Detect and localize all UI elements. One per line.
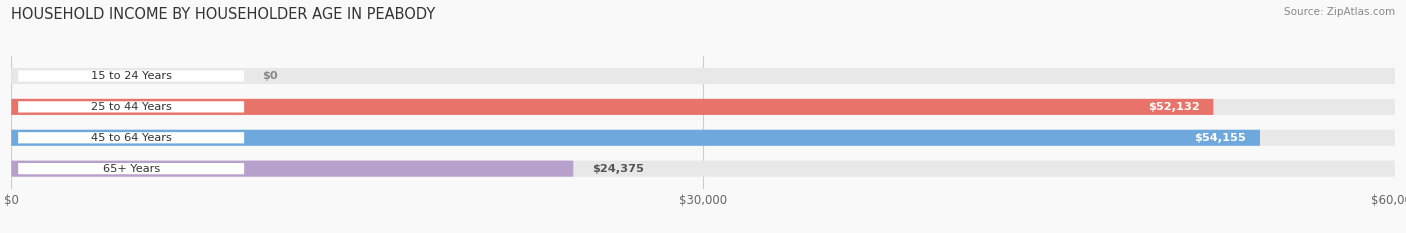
Text: HOUSEHOLD INCOME BY HOUSEHOLDER AGE IN PEABODY: HOUSEHOLD INCOME BY HOUSEHOLDER AGE IN P…: [11, 7, 436, 22]
FancyBboxPatch shape: [11, 130, 1260, 146]
Text: 45 to 64 Years: 45 to 64 Years: [91, 133, 172, 143]
Text: 65+ Years: 65+ Years: [103, 164, 160, 174]
Text: $0: $0: [263, 71, 278, 81]
Text: $24,375: $24,375: [592, 164, 644, 174]
FancyBboxPatch shape: [11, 161, 574, 177]
Text: $52,132: $52,132: [1147, 102, 1199, 112]
Text: Source: ZipAtlas.com: Source: ZipAtlas.com: [1284, 7, 1395, 17]
Text: $54,155: $54,155: [1194, 133, 1246, 143]
FancyBboxPatch shape: [18, 101, 245, 113]
FancyBboxPatch shape: [11, 99, 1213, 115]
FancyBboxPatch shape: [18, 163, 245, 174]
FancyBboxPatch shape: [18, 132, 245, 143]
FancyBboxPatch shape: [18, 70, 245, 82]
FancyBboxPatch shape: [11, 68, 1395, 84]
Text: 25 to 44 Years: 25 to 44 Years: [91, 102, 172, 112]
FancyBboxPatch shape: [11, 130, 1395, 146]
Text: 15 to 24 Years: 15 to 24 Years: [90, 71, 172, 81]
FancyBboxPatch shape: [11, 99, 1395, 115]
FancyBboxPatch shape: [11, 161, 1395, 177]
